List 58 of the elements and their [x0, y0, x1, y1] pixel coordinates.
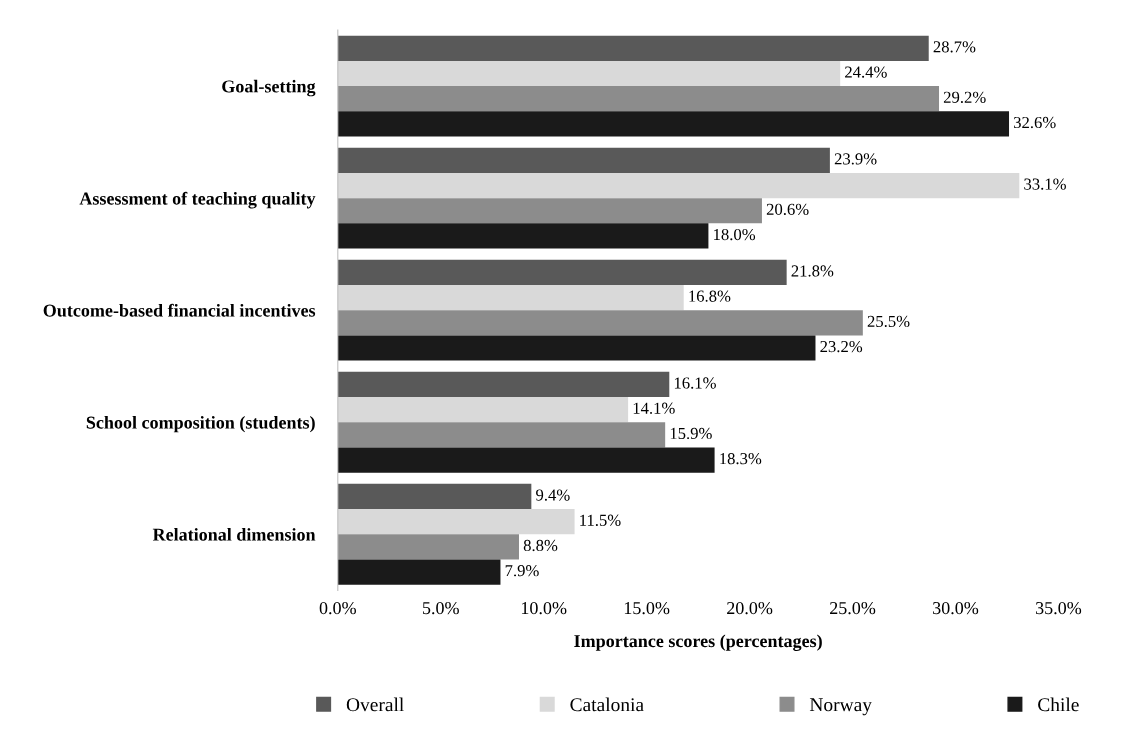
data-label: 32.6% — [1013, 116, 1056, 129]
data-label: 28.7% — [933, 41, 976, 53]
y-tick-label: Goal-setting — [222, 79, 316, 97]
data-label: 25.5% — [867, 315, 910, 328]
data-label: 18.0% — [714, 228, 756, 241]
x-tick-label: 10.0% — [521, 601, 567, 615]
legend-label: Catalonia — [570, 697, 644, 712]
data-label: 29.2% — [943, 91, 986, 103]
x-axis-title: Importance scores (percentages) — [574, 634, 822, 651]
y-tick-label: Outcome-based financial incentives — [43, 303, 316, 317]
bar — [337, 335, 816, 361]
data-label: 11.5% — [580, 514, 621, 526]
data-label: 23.9% — [834, 153, 877, 165]
y-tick-label: Relational dimension — [152, 528, 316, 541]
y-tick-label: Assessment of teaching quality — [79, 191, 316, 209]
data-label: 33.1% — [1024, 178, 1066, 190]
data-label: 21.8% — [791, 265, 834, 277]
data-label: 16.1% — [674, 377, 716, 389]
data-label: 24.4% — [845, 66, 887, 78]
bar — [337, 198, 762, 224]
x-tick-label: 30.0% — [933, 601, 979, 615]
bar — [337, 509, 575, 535]
bar — [337, 147, 830, 173]
bar — [337, 310, 863, 336]
data-label: 20.6% — [766, 203, 809, 215]
data-label: 15.9% — [670, 427, 712, 440]
data-label: 18.3% — [720, 452, 762, 465]
bar — [337, 172, 1020, 199]
data-label: 14.1% — [633, 402, 675, 414]
legend-label: Norway — [809, 698, 872, 716]
x-tick-label: 0.0% — [319, 601, 356, 615]
x-tick-label: 25.0% — [830, 601, 876, 615]
bar — [337, 397, 629, 423]
bar — [337, 259, 787, 285]
bar — [337, 60, 841, 87]
bar — [337, 35, 929, 61]
legend-label: Overall — [346, 697, 404, 712]
y-tick-label: School composition (students) — [86, 415, 315, 433]
data-label: 23.2% — [820, 340, 863, 353]
data-label: 8.8% — [523, 539, 558, 552]
x-tick-label: 20.0% — [727, 601, 773, 615]
legend-label: Chile — [1038, 697, 1079, 712]
bar — [337, 534, 519, 560]
x-tick-label: 5.0% — [422, 601, 459, 615]
x-tick-label: 15.0% — [624, 601, 670, 615]
bar — [337, 284, 684, 311]
bar — [337, 422, 666, 448]
bar — [337, 559, 501, 585]
data-label: 16.8% — [689, 290, 731, 302]
bar — [337, 223, 709, 249]
x-tick-label: 35.0% — [1035, 601, 1082, 615]
data-label: 7.9% — [505, 565, 539, 577]
bar — [337, 111, 1010, 137]
bar — [337, 371, 670, 398]
bar — [337, 447, 715, 473]
bar — [337, 86, 940, 112]
data-label: 9.4% — [536, 489, 570, 501]
bar — [337, 483, 532, 510]
